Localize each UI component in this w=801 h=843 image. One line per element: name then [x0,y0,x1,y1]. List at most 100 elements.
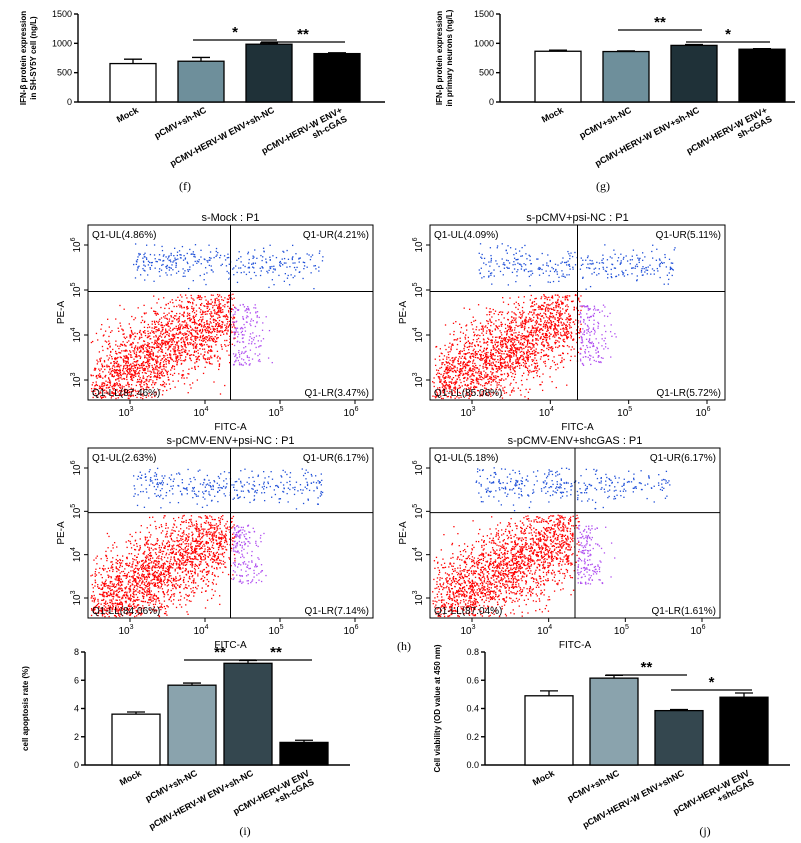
dot-ll [176,363,178,365]
dot-upper [149,267,151,269]
dot-upper [572,268,574,270]
dot-ll [469,376,471,378]
dot-upper [632,249,635,251]
dot-ll [530,333,532,336]
dot-ll [469,390,472,392]
dot-ll [566,317,568,319]
dot-lr [601,334,603,336]
dot-ll [457,362,459,365]
dot-ll [229,335,231,338]
dot-lr [243,347,245,349]
dot-upper [143,269,145,271]
dot-ll [172,374,174,376]
dot-ll [454,339,456,341]
dot-ll [511,347,513,349]
dot-ll [485,352,487,354]
dot-upper [625,269,627,272]
dot-ll [120,356,123,359]
dot-upper [279,261,281,264]
dot-ll [569,319,571,321]
dot-ll [155,331,157,333]
dot-ll [494,379,496,381]
dot-ll [481,391,483,393]
dot-ll [476,382,478,384]
dot-ll [113,382,116,385]
dot-ll [182,315,185,318]
dot-ll [478,382,480,384]
dot-ll [445,348,447,351]
dot-upper [145,244,148,246]
y-tick-label: 1500 [52,9,72,19]
dot-ll [123,389,125,392]
dot-ll [531,314,534,316]
dot-upper [165,272,167,274]
dot-ll [139,386,142,388]
dot-ll [180,341,183,344]
dot-upper [193,253,196,256]
dot-ll [480,355,482,358]
dot-ll [464,395,467,397]
dot-ll [451,364,454,366]
dot-ll [196,326,199,329]
dot-ll [490,311,492,313]
dot-ll [154,312,156,315]
dot-lr [256,321,258,323]
dot-ll [210,332,212,334]
dot-ll [533,344,535,346]
dot-ll [443,390,445,392]
dot-ll [544,308,547,310]
dot-ll [121,378,123,380]
dot-upper [493,269,495,271]
dot-ll [95,387,97,390]
dot-ll [510,333,512,335]
dot-ll [115,362,117,364]
dot-ll [143,312,145,314]
dot-ll [477,389,480,392]
dot-ll [479,364,481,367]
dot-upper [483,257,486,260]
dot-ll [181,354,183,357]
dot-ll [135,361,137,363]
dot-ll [477,351,479,353]
dot-ll [547,355,549,358]
dot-upper [247,253,249,255]
dot-ll [194,329,196,332]
dot-ll [522,322,524,324]
dot-ll [547,322,550,324]
dot-ll [139,377,141,379]
dot-ll [488,329,490,331]
dot-upper [251,266,254,268]
dot-upper [191,253,193,255]
dot-ll [547,303,549,306]
dot-ll [176,356,178,359]
dot-ll [141,347,143,349]
dot-ll [218,306,221,308]
dot-ll [444,369,447,371]
dot-ll [224,316,227,318]
dot-ll [550,320,552,322]
dot-ll [159,318,161,321]
dot-ll [94,369,96,371]
dot-ll [485,375,488,377]
dot-ll [502,358,504,361]
dot-ll [484,376,486,378]
dot-lr [234,331,236,333]
dot-ll [179,328,181,331]
dot-ll [108,326,110,328]
dot-upper [265,261,268,264]
dot-ll [481,326,484,328]
dot-upper [538,274,541,276]
dot-ll [491,330,494,332]
dot-ll [535,354,537,356]
dot-ll [436,391,438,394]
dot-ll [480,354,483,356]
dot-ll [468,369,470,372]
dot-ll [526,342,529,345]
dot-ll [136,332,139,335]
dot-ll [173,368,176,370]
dot-ll [564,333,566,335]
dot-ll [159,367,161,369]
dot-ll [509,347,511,350]
dot-ll [513,366,515,369]
dot-lr [589,342,591,344]
